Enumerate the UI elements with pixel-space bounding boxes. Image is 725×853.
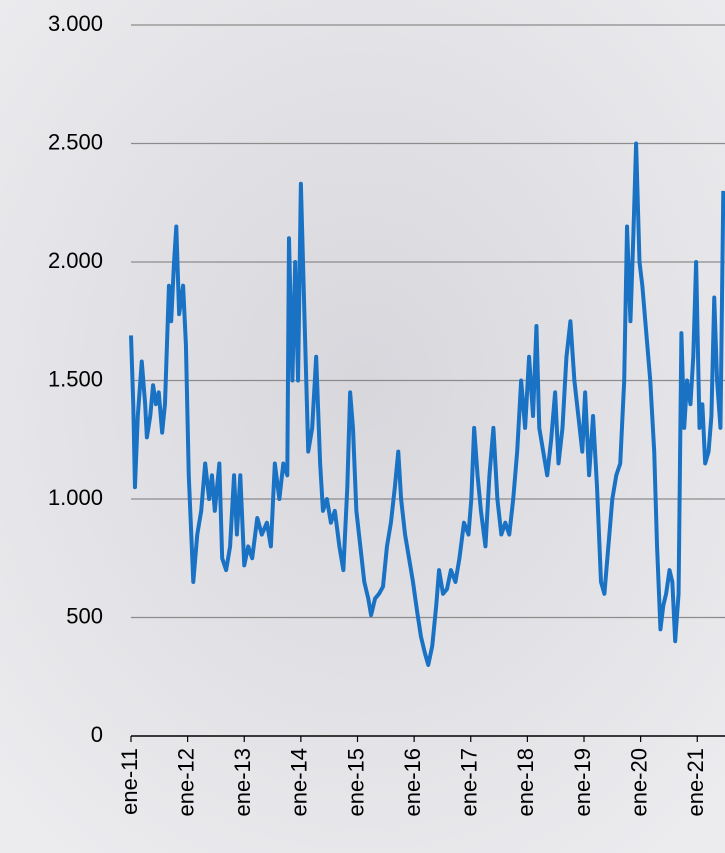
x-tick-label: ene-18 <box>513 748 538 817</box>
x-tick-label: ene-13 <box>230 748 255 817</box>
x-tick-label: ene-15 <box>343 748 368 817</box>
x-tick-label: ene-19 <box>570 748 595 817</box>
y-tick-label: 1.000 <box>48 485 103 510</box>
y-tick-label: 3.000 <box>48 11 103 36</box>
x-tick-label: ene-20 <box>626 748 651 817</box>
x-tick-label: ene-12 <box>173 748 198 817</box>
y-tick-label: 500 <box>66 603 103 628</box>
chart: 0 500 1.000 1.500 2.000 2.500 3.000 ene-11 ene-1… <box>0 0 725 853</box>
x-tick-label: ene-11 <box>117 748 142 815</box>
page: {"chart_data": {"type": "line", "x": [20… <box>0 0 725 853</box>
y-tick-label: 2.000 <box>48 248 103 273</box>
background <box>0 0 725 853</box>
y-tick-label: 0 <box>91 722 103 747</box>
x-tick-label: ene-16 <box>400 748 425 817</box>
x-tick-label: ene-17 <box>457 748 482 817</box>
y-tick-label: 2.500 <box>48 129 103 154</box>
x-tick-label: ene-14 <box>287 748 312 817</box>
y-tick-label: 1.500 <box>48 366 103 391</box>
x-tick-label: ene-21 <box>683 748 708 817</box>
